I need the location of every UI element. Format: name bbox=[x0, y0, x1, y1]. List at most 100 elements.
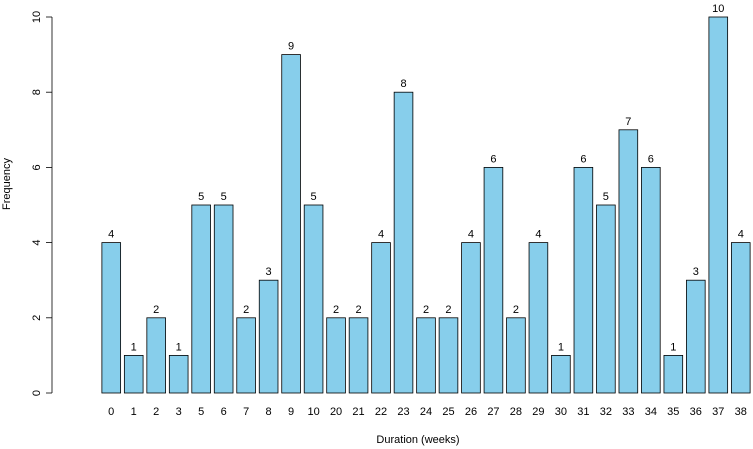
x-tick-label-21: 21 bbox=[352, 406, 364, 418]
x-tick-label-37: 37 bbox=[712, 406, 724, 418]
bar-1 bbox=[123, 354, 144, 394]
data-label-8: 3 bbox=[266, 266, 272, 278]
x-tick-label-33: 33 bbox=[622, 406, 634, 418]
bar-10 bbox=[303, 204, 324, 394]
bar-6 bbox=[213, 204, 234, 394]
data-label-36: 3 bbox=[693, 266, 699, 278]
y-tick-label-8: 8 bbox=[31, 89, 43, 95]
y-tick-label-6: 6 bbox=[31, 164, 43, 170]
bar-29 bbox=[528, 242, 549, 394]
data-label-6: 5 bbox=[221, 191, 227, 203]
data-label-33: 7 bbox=[625, 116, 631, 128]
bar-33 bbox=[618, 129, 639, 394]
bar-20 bbox=[326, 317, 346, 394]
x-axis-title: Duration (weeks) bbox=[376, 434, 459, 446]
bar-9 bbox=[281, 54, 301, 394]
bar-23 bbox=[393, 91, 414, 394]
y-tick-label-2: 2 bbox=[31, 315, 43, 321]
bars bbox=[101, 16, 751, 394]
x-tick-label-30: 30 bbox=[555, 406, 567, 418]
x-tick-label-10: 10 bbox=[307, 406, 319, 418]
bar-28 bbox=[506, 317, 526, 394]
x-tick-label-0: 0 bbox=[108, 406, 114, 418]
x-tick-label-3: 3 bbox=[176, 406, 182, 418]
data-label-32: 5 bbox=[603, 191, 609, 203]
bar-22 bbox=[371, 242, 391, 394]
bar-32 bbox=[596, 204, 616, 394]
data-label-3: 1 bbox=[176, 341, 182, 353]
data-label-35: 1 bbox=[670, 341, 676, 353]
y-tick-label-0: 0 bbox=[31, 390, 43, 396]
bar-0 bbox=[101, 242, 122, 394]
data-label-31: 6 bbox=[580, 153, 586, 165]
x-tick-label-36: 36 bbox=[690, 406, 702, 418]
bar-27 bbox=[483, 166, 504, 394]
x-tick-label-5: 5 bbox=[198, 406, 204, 418]
data-label-22: 4 bbox=[378, 229, 384, 241]
x-tick-label-20: 20 bbox=[330, 406, 342, 418]
data-label-21: 2 bbox=[355, 304, 361, 316]
data-label-26: 4 bbox=[468, 229, 474, 241]
data-label-24: 2 bbox=[423, 304, 429, 316]
x-tick-label-29: 29 bbox=[532, 406, 544, 418]
x-tick-label-8: 8 bbox=[266, 406, 272, 418]
y-axis: 0 2 4 6 8 10 bbox=[31, 11, 53, 396]
data-label-25: 2 bbox=[445, 304, 451, 316]
data-label-2: 2 bbox=[153, 304, 159, 316]
x-tick-label-2: 2 bbox=[153, 406, 159, 418]
x-tick-label-31: 31 bbox=[577, 406, 589, 418]
bar-37 bbox=[708, 16, 729, 394]
bar-24 bbox=[416, 317, 436, 394]
x-tick-label-27: 27 bbox=[487, 406, 499, 418]
data-label-9: 9 bbox=[288, 41, 294, 53]
data-label-1: 1 bbox=[131, 341, 137, 353]
data-label-38: 4 bbox=[738, 229, 744, 241]
data-label-20: 2 bbox=[333, 304, 339, 316]
bar-3 bbox=[168, 354, 189, 394]
bar-26 bbox=[461, 242, 481, 394]
bar-5 bbox=[191, 204, 211, 394]
bar-2 bbox=[146, 317, 166, 394]
data-label-10: 5 bbox=[311, 191, 317, 203]
bar-34 bbox=[641, 166, 661, 394]
x-tick-label-26: 26 bbox=[465, 406, 477, 418]
data-label-5: 5 bbox=[198, 191, 204, 203]
bar-38 bbox=[730, 242, 751, 394]
x-tick-label-32: 32 bbox=[600, 406, 612, 418]
bar-36 bbox=[686, 279, 706, 394]
bar-35 bbox=[663, 354, 684, 394]
data-label-28: 2 bbox=[513, 304, 519, 316]
bar-7 bbox=[236, 317, 256, 394]
x-tick-label-22: 22 bbox=[375, 406, 387, 418]
bar-30 bbox=[551, 354, 571, 394]
y-axis-title: Frequency bbox=[1, 158, 13, 210]
x-tick-label-1: 1 bbox=[131, 406, 137, 418]
x-tick-label-23: 23 bbox=[397, 406, 409, 418]
x-tick-label-34: 34 bbox=[645, 406, 657, 418]
x-tick-label-6: 6 bbox=[221, 406, 227, 418]
data-labels: 4 1 2 1 5 5 2 3 9 5 2 2 4 8 2 2 4 6 2 4 1 6 5 7 6 1 3 10 4 bbox=[108, 3, 744, 353]
bar-31 bbox=[573, 166, 594, 394]
x-tick-label-7: 7 bbox=[243, 406, 249, 418]
x-tick-label-35: 35 bbox=[667, 406, 679, 418]
y-tick-label-4: 4 bbox=[31, 240, 43, 246]
bar-25 bbox=[438, 317, 459, 394]
x-tick-label-24: 24 bbox=[420, 406, 432, 418]
bar-8 bbox=[258, 279, 279, 394]
x-tick-label-25: 25 bbox=[442, 406, 454, 418]
data-label-37: 10 bbox=[712, 3, 724, 15]
data-label-34: 6 bbox=[648, 153, 654, 165]
bar-21 bbox=[348, 317, 369, 394]
data-label-30: 1 bbox=[558, 341, 564, 353]
x-tick-label-38: 38 bbox=[735, 406, 747, 418]
data-label-29: 4 bbox=[535, 229, 541, 241]
data-label-0: 4 bbox=[108, 229, 114, 241]
y-tick-label-10: 10 bbox=[31, 11, 43, 23]
x-tick-label-28: 28 bbox=[510, 406, 522, 418]
data-label-27: 6 bbox=[490, 153, 496, 165]
x-tick-label-9: 9 bbox=[288, 406, 294, 418]
data-label-7: 2 bbox=[243, 304, 249, 316]
data-label-23: 8 bbox=[400, 78, 406, 90]
x-tick-labels: 0 1 2 3 5 6 7 8 9 10 20 21 22 23 24 25 26 27 28 29 30 31 32 33 3… bbox=[108, 406, 747, 418]
